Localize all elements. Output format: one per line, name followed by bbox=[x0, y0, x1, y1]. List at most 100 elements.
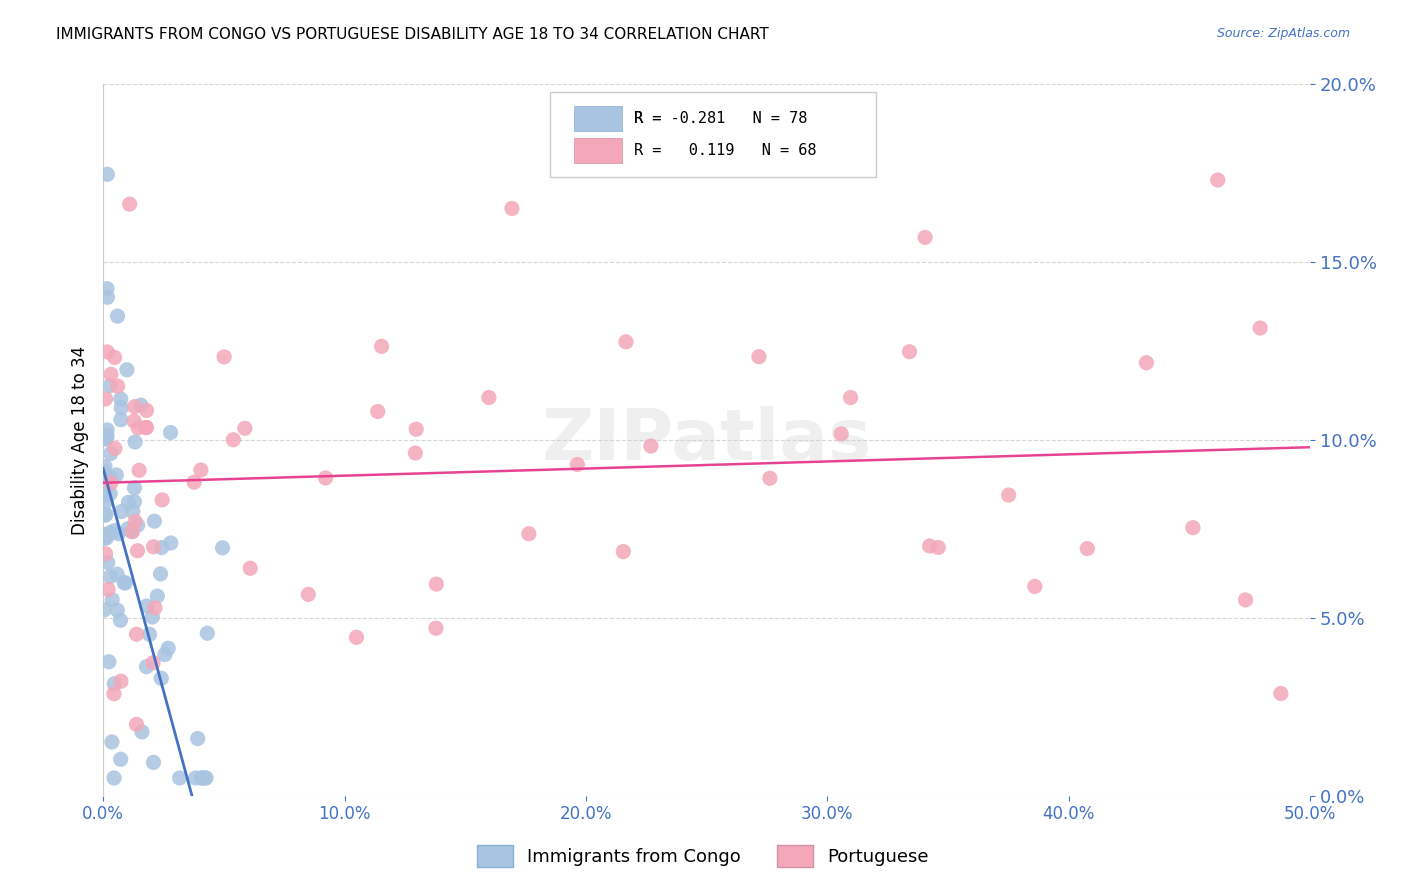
Point bbox=[124, 515, 146, 529]
Point bbox=[212, 350, 235, 364]
Point bbox=[612, 544, 634, 558]
Text: R =   0.119   N = 68: R = 0.119 N = 68 bbox=[634, 143, 817, 158]
Point bbox=[121, 524, 143, 539]
Point bbox=[127, 421, 149, 435]
Point bbox=[190, 463, 212, 477]
Point bbox=[110, 505, 132, 519]
Point bbox=[94, 508, 117, 522]
Point bbox=[110, 752, 132, 766]
Point bbox=[96, 428, 118, 442]
Point bbox=[153, 648, 176, 662]
Point bbox=[478, 391, 501, 405]
Point bbox=[96, 494, 118, 508]
Point bbox=[115, 363, 138, 377]
Point bbox=[135, 403, 157, 417]
Point bbox=[425, 577, 447, 591]
Point bbox=[104, 442, 127, 456]
Point bbox=[367, 404, 389, 418]
Point bbox=[184, 771, 207, 785]
Point bbox=[135, 659, 157, 673]
Point bbox=[195, 626, 218, 640]
Point bbox=[93, 489, 115, 503]
Point bbox=[222, 433, 245, 447]
Point bbox=[129, 398, 152, 412]
Point bbox=[93, 465, 115, 479]
Point bbox=[124, 481, 146, 495]
Point bbox=[839, 391, 862, 405]
Point bbox=[143, 600, 166, 615]
Point bbox=[501, 202, 523, 216]
Text: ZIPatlas: ZIPatlas bbox=[541, 406, 872, 475]
Point bbox=[183, 475, 205, 490]
Point bbox=[96, 531, 118, 545]
Point bbox=[93, 532, 115, 546]
Point bbox=[107, 309, 129, 323]
Legend: R = -0.281   N = 78, R =   0.119   N = 68: R = -0.281 N = 78, R = 0.119 N = 68 bbox=[619, 93, 868, 169]
Point bbox=[404, 446, 426, 460]
Point bbox=[96, 431, 118, 445]
Point bbox=[159, 425, 181, 440]
Point bbox=[194, 771, 217, 785]
Point bbox=[143, 514, 166, 528]
Point bbox=[101, 735, 124, 749]
Point bbox=[96, 282, 118, 296]
Point bbox=[96, 345, 118, 359]
Point bbox=[94, 547, 117, 561]
Point bbox=[121, 524, 143, 539]
Point bbox=[93, 474, 115, 488]
Point bbox=[107, 526, 129, 541]
Point bbox=[97, 556, 120, 570]
Point bbox=[135, 599, 157, 613]
Point bbox=[159, 536, 181, 550]
Point bbox=[1076, 541, 1098, 556]
FancyBboxPatch shape bbox=[574, 137, 623, 162]
Point bbox=[103, 771, 125, 785]
Point bbox=[117, 522, 139, 536]
Point bbox=[1206, 173, 1229, 187]
Point bbox=[98, 470, 121, 484]
Point bbox=[104, 524, 127, 538]
Y-axis label: Disability Age 18 to 34: Disability Age 18 to 34 bbox=[72, 345, 89, 534]
Point bbox=[211, 541, 233, 555]
Point bbox=[567, 458, 589, 472]
Point bbox=[1270, 686, 1292, 700]
Point bbox=[97, 655, 120, 669]
Point bbox=[103, 687, 125, 701]
Point bbox=[1234, 593, 1257, 607]
Point bbox=[830, 426, 852, 441]
Point bbox=[517, 526, 540, 541]
Point bbox=[118, 197, 141, 211]
Point bbox=[927, 541, 949, 555]
Point bbox=[110, 413, 132, 427]
Point bbox=[94, 459, 117, 474]
Point bbox=[135, 420, 157, 434]
Point bbox=[107, 379, 129, 393]
Point bbox=[297, 587, 319, 601]
Point bbox=[105, 467, 128, 482]
Point bbox=[100, 368, 122, 382]
Point bbox=[98, 525, 121, 540]
Point bbox=[100, 446, 122, 460]
Point bbox=[195, 771, 218, 785]
Point bbox=[190, 771, 212, 785]
Point bbox=[187, 731, 209, 746]
Point bbox=[101, 592, 124, 607]
Point bbox=[169, 771, 191, 785]
Point bbox=[150, 671, 173, 685]
Point bbox=[93, 527, 115, 541]
Point bbox=[98, 379, 121, 393]
Point bbox=[103, 351, 125, 365]
Point bbox=[141, 610, 163, 624]
Point bbox=[96, 423, 118, 437]
Point bbox=[127, 518, 149, 533]
Point bbox=[110, 674, 132, 689]
Point bbox=[124, 495, 146, 509]
Point bbox=[131, 725, 153, 739]
Point bbox=[149, 566, 172, 581]
Point bbox=[125, 717, 148, 731]
Point bbox=[918, 539, 941, 553]
Point bbox=[121, 505, 143, 519]
Point bbox=[112, 575, 135, 590]
Point bbox=[1024, 579, 1046, 593]
Point bbox=[114, 576, 136, 591]
